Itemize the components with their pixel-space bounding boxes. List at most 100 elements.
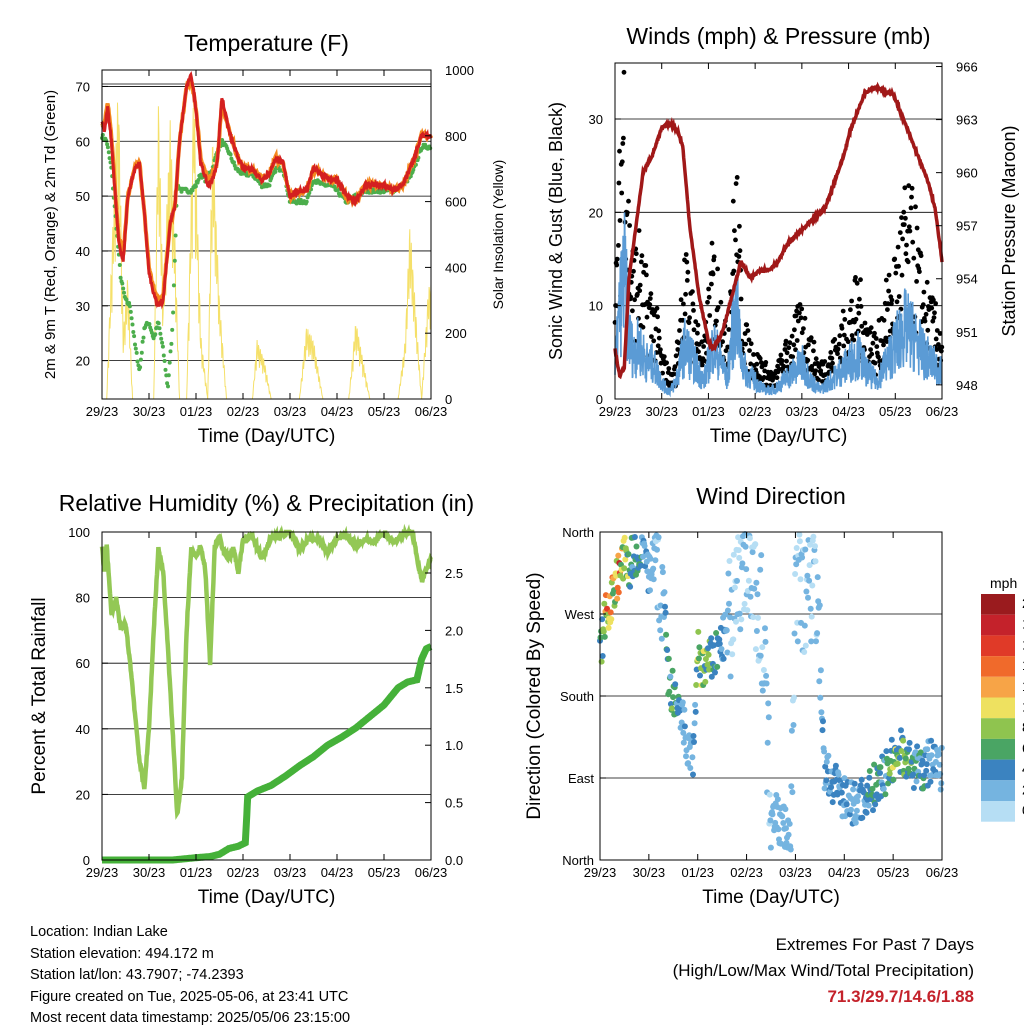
gust-point [635,291,640,297]
gust-point [656,328,662,334]
direction-point [724,649,731,656]
direction-point [866,774,873,781]
direction-point [735,534,742,541]
direction-point [809,582,816,589]
direction-point [883,748,890,755]
gust-point [630,308,635,314]
y-tick-label: 60 [76,656,90,671]
gust-point [806,342,811,348]
y-tick-label: 20 [76,354,90,369]
x-tick-label: 30/23 [633,865,666,880]
gust-point [904,242,909,248]
direction-point [853,807,860,814]
dewpoint-point [156,321,161,326]
direction-point [725,570,732,577]
chart-title: Relative Humidity (%) & Precipitation (i… [59,490,474,516]
direction-point [765,700,772,707]
direction-point [652,557,659,564]
direction-point [910,785,917,791]
panel-1: 29/23 30/23 01/23 02/23 03/23 04/23 05/23 06/23… [42,30,506,447]
y-tick-label: 30 [589,112,603,127]
dewpoint-point [163,367,168,372]
gust-point [870,340,876,346]
gust-point [701,344,706,349]
gust-point [876,354,881,360]
dewpoint-point [167,360,172,365]
direction-point [814,574,821,581]
direction-point [663,631,670,638]
y-right-tick-label: 954 [956,272,978,287]
gust-point [899,215,904,221]
gust-point [733,237,738,243]
gust-point [886,288,891,294]
direction-point [762,625,768,632]
direction-point [690,771,696,778]
gust-point [794,338,800,343]
direction-point [695,628,702,635]
dewpoint-point [106,150,111,155]
direction-point [712,669,718,676]
direction-point [810,533,817,540]
gust-point [621,69,627,75]
y-right-tick-label: 960 [956,166,978,181]
x-tick-label: 06/23 [926,865,959,880]
dewpoint-point [105,142,110,147]
x-tick-label: 06/23 [415,404,448,419]
direction-point [662,603,668,610]
direction-point [738,616,745,623]
direction-point [848,806,854,813]
gust-point [734,175,740,180]
dewpoint-point [127,301,132,305]
dewpoint-point [134,350,139,355]
gust-point [647,302,653,307]
gust-point [835,346,841,352]
y-right-tick-label: 1.0 [445,738,463,753]
direction-point [615,589,622,596]
x-tick-label: 30/23 [133,404,166,419]
direction-point [927,778,934,785]
direction-point [723,627,730,634]
direction-point [667,673,674,680]
direction-point [819,727,826,734]
gust-point [627,223,632,228]
gust-point [909,185,915,191]
direction-point [877,764,884,771]
gust-point [685,269,691,275]
x-tick-label: 06/23 [926,404,959,419]
gust-point [908,205,914,211]
direction-point [817,694,824,701]
direction-point [801,622,808,629]
gust-point [624,210,630,216]
gust-point [858,304,864,309]
gust-point [673,353,679,359]
x-tick-label: 02/23 [227,404,260,419]
direction-point [898,748,905,754]
direction-point [753,579,760,586]
gust-point [781,363,787,369]
direction-point [716,640,723,647]
gust-point [930,318,936,324]
direction-point [742,543,749,550]
direction-point [767,817,774,824]
direction-point [859,814,866,821]
direction-point [713,630,720,636]
x-tick-label: 29/23 [86,404,119,419]
gust-point [858,277,863,283]
gust-point [790,354,796,360]
direction-point [644,568,651,575]
dewpoint-point [120,281,125,286]
direction-point [753,628,760,634]
direction-point [804,572,811,579]
direction-point [724,607,731,614]
direction-point [807,605,814,612]
direction-point [731,584,738,591]
y-tick-label: 40 [76,244,90,259]
gust-point [874,344,880,349]
dewpoint-point [169,341,174,346]
gust-point [656,335,662,341]
direction-point [657,627,664,634]
direction-point [816,602,823,609]
gust-point [859,323,865,329]
direction-point [775,826,782,833]
direction-point [659,569,666,576]
